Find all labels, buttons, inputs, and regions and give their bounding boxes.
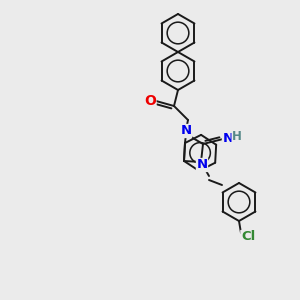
Text: N: N xyxy=(222,133,234,146)
Text: H: H xyxy=(232,130,242,142)
Text: N: N xyxy=(180,124,192,137)
Text: Cl: Cl xyxy=(241,230,255,244)
Text: N: N xyxy=(196,158,208,172)
Text: O: O xyxy=(144,94,156,108)
